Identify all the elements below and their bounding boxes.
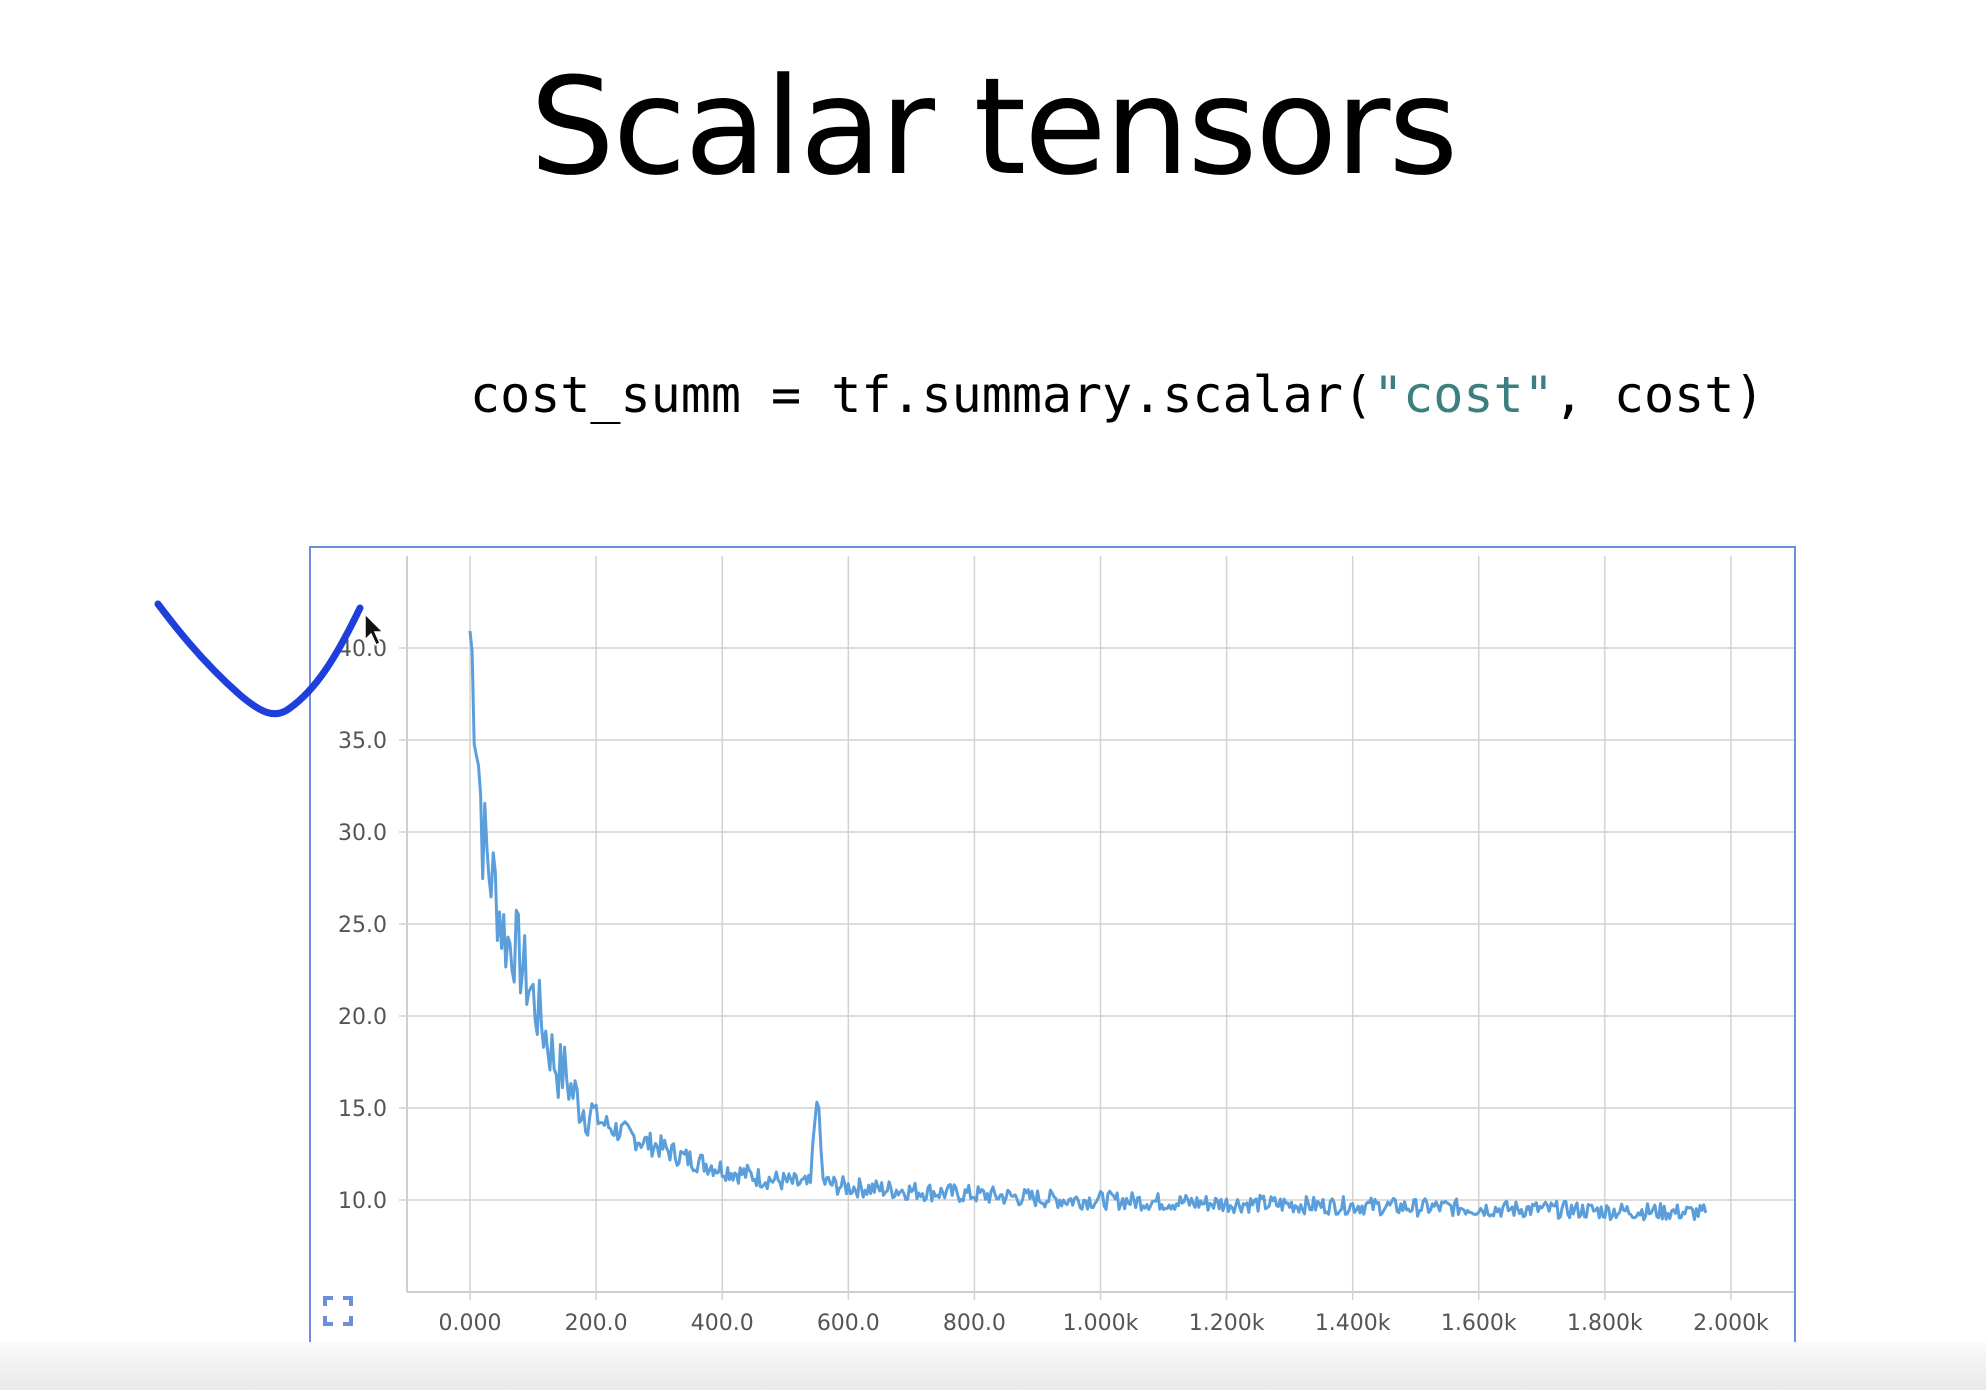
- cost-series-line: [468, 630, 1708, 1222]
- x-tick-label: 400.0: [691, 1311, 754, 1336]
- expand-icon[interactable]: [323, 1296, 353, 1326]
- y-tick-label: 20.0: [338, 1005, 387, 1030]
- y-tick-label: 40.0: [338, 637, 387, 662]
- y-tick-label: 30.0: [338, 821, 387, 846]
- x-tick-label: 200.0: [565, 1311, 628, 1336]
- x-tick-label: 0.000: [439, 1311, 502, 1336]
- slide-title: Scalar tensors: [529, 49, 1459, 205]
- y-tick-label: 10.0: [338, 1189, 387, 1214]
- code-prefix: cost_summ = tf.summary.scalar(: [470, 366, 1374, 424]
- x-tick-label: 600.0: [817, 1311, 880, 1336]
- y-tick-label: 15.0: [338, 1097, 387, 1122]
- x-tick-label: 1.800k: [1567, 1311, 1643, 1336]
- x-tick-label: 800.0: [943, 1311, 1006, 1336]
- x-tick-label: 2.000k: [1693, 1311, 1769, 1336]
- chart-card: 0.000 200.0 400.0 600.0 800.0 1.000k 1.200k 1.4…: [309, 546, 1796, 1350]
- code-snippet: cost_summ = tf.summary.scalar("cost", co…: [470, 360, 1764, 430]
- x-tick-label: 1.400k: [1315, 1311, 1391, 1336]
- y-tick-label: 35.0: [338, 729, 387, 754]
- x-tick-label: 1.200k: [1189, 1311, 1265, 1336]
- code-suffix: , cost): [1553, 366, 1765, 424]
- cost-chart: 0.000 200.0 400.0 600.0 800.0 1.000k 1.200k 1.4…: [338, 556, 1794, 1336]
- y-tick-label: 25.0: [338, 913, 387, 938]
- bottom-strip: [0, 1342, 1986, 1390]
- x-tick-label: 1.600k: [1441, 1311, 1517, 1336]
- code-string-arg: "cost": [1373, 366, 1554, 424]
- x-tick-label: 1.000k: [1063, 1311, 1139, 1336]
